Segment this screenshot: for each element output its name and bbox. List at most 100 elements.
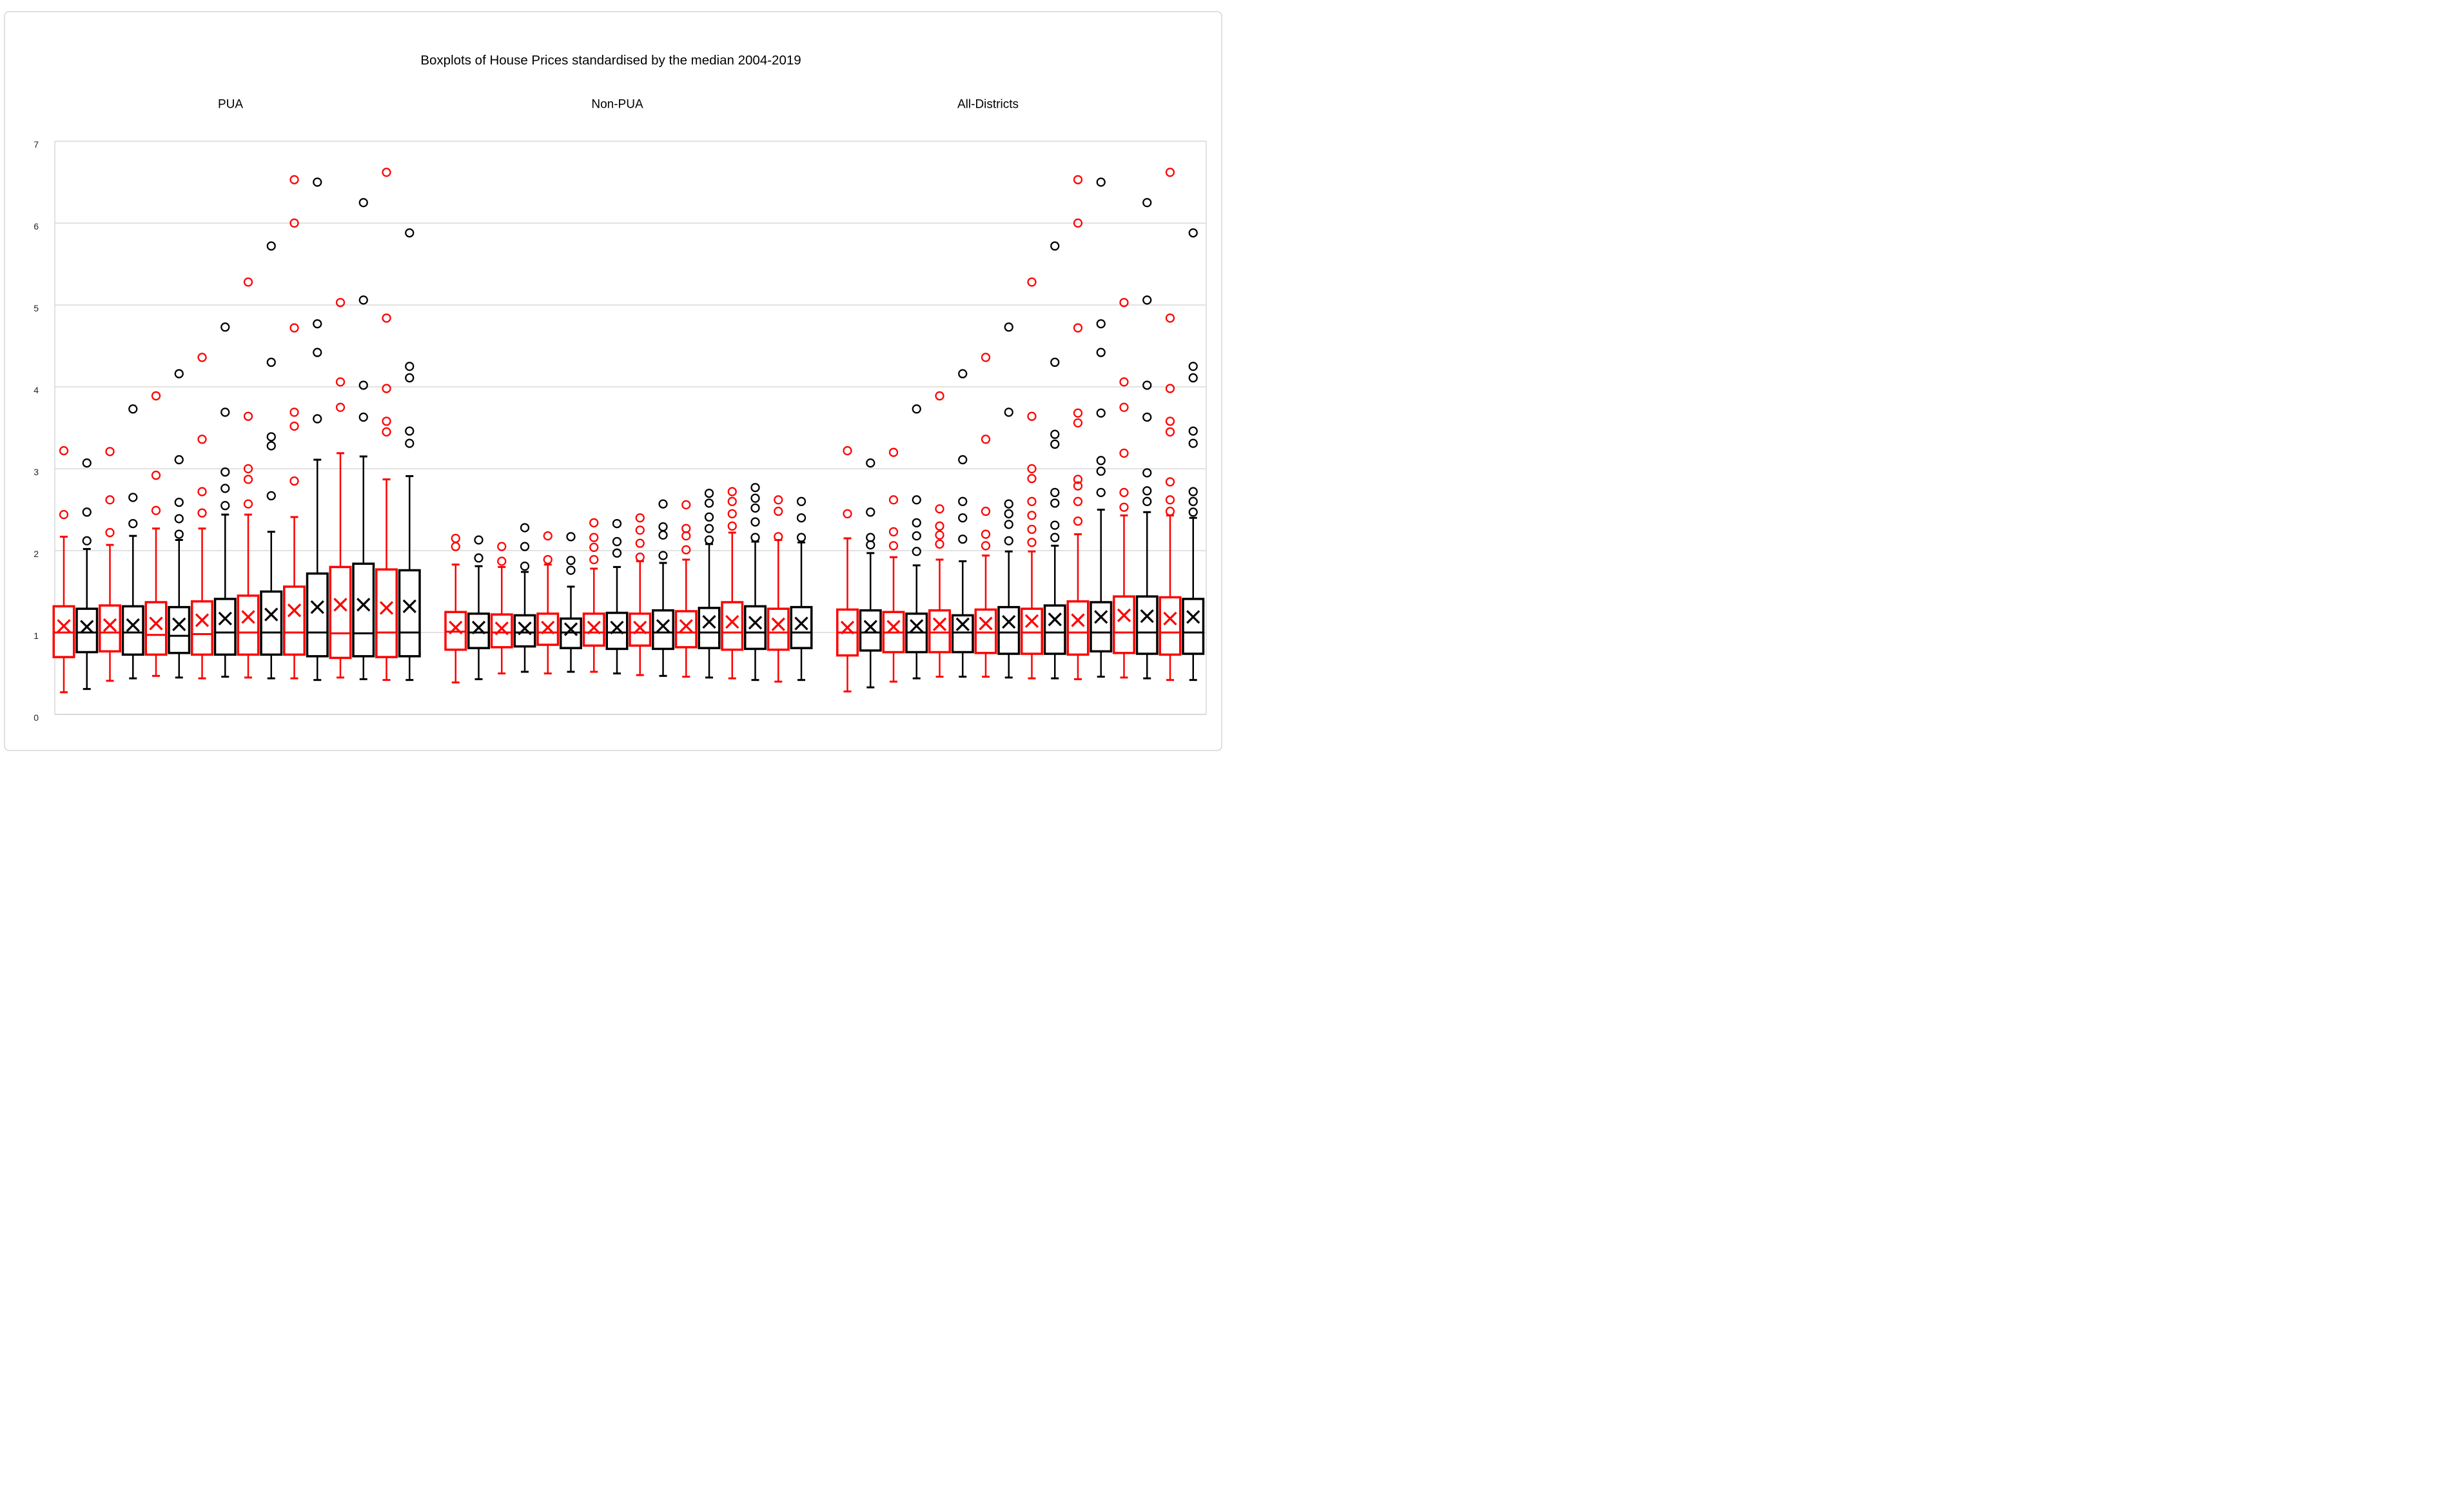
outlier-point <box>197 435 207 444</box>
outlier-point <box>704 524 714 533</box>
outlier-point <box>1165 495 1175 505</box>
outlier-point <box>1142 198 1152 208</box>
boxplot-pua-2016 <box>329 298 352 679</box>
boxplot-all-districts-2019 <box>1182 228 1205 681</box>
mean-marker <box>910 619 924 633</box>
outlier-point <box>1050 533 1060 542</box>
boxplot-all-districts-2012 <box>1021 277 1043 680</box>
outlier-point <box>981 541 991 551</box>
outlier-point <box>1050 487 1060 497</box>
outlier-point <box>243 464 253 474</box>
outlier-point <box>405 438 415 448</box>
outlier-point <box>313 348 322 357</box>
outlier-point <box>405 373 415 383</box>
outlier-point <box>82 507 92 517</box>
boxplot-non-pua-2018 <box>767 495 790 683</box>
outlier-point <box>750 483 760 493</box>
outlier-point <box>796 496 807 506</box>
mean-marker <box>541 620 555 635</box>
outlier-point <box>1004 520 1013 529</box>
outlier-point <box>313 319 322 329</box>
mean-marker <box>1117 608 1131 622</box>
outlier-point <box>1096 177 1106 187</box>
outlier-point <box>866 458 875 468</box>
outlier-point <box>912 531 921 541</box>
outlier-point <box>1050 241 1060 251</box>
mean-marker <box>402 599 416 614</box>
iqr-box <box>674 610 698 649</box>
outlier-point <box>1073 418 1083 428</box>
outlier-point <box>474 535 484 545</box>
outlier-point <box>958 496 968 506</box>
outlier-point <box>612 518 622 529</box>
outlier-point <box>497 542 507 551</box>
boxplot-all-districts-2015 <box>1090 177 1113 678</box>
outlier-point <box>635 553 645 562</box>
boxplot-non-pua-2004 <box>444 533 467 683</box>
mean-marker <box>357 598 371 612</box>
outlier-point <box>59 509 69 520</box>
iqr-box <box>1135 595 1159 655</box>
outlier-point <box>289 407 299 417</box>
outlier-point <box>451 533 460 544</box>
y-tick-label-3: 3 <box>34 467 39 477</box>
iqr-box <box>1043 604 1066 655</box>
boxplot-all-districts-2017 <box>1135 198 1159 680</box>
boxplot-pua-2014 <box>283 175 306 680</box>
mean-marker <box>333 598 347 612</box>
chart-title: Boxplots of House Prices standardised by… <box>420 53 801 68</box>
y-tick-label-6: 6 <box>34 221 39 231</box>
mean-marker <box>1186 610 1200 624</box>
mean-marker <box>955 617 970 631</box>
outlier-point <box>1188 373 1198 383</box>
iqr-box <box>744 605 767 651</box>
mean-marker <box>1002 614 1016 629</box>
outlier-point <box>1188 362 1198 371</box>
outlier-point <box>82 536 92 545</box>
outlier-point <box>151 391 161 401</box>
outlier-point <box>704 535 714 545</box>
boxplot-chart: 0 1 2 3 4 5 6 7 Boxplots of House Prices standa… <box>4 11 1222 751</box>
outlier-point <box>243 499 253 509</box>
iqr-box <box>790 605 813 649</box>
mean-marker <box>471 620 486 635</box>
iqr-box <box>1066 600 1090 656</box>
mean-marker <box>218 611 232 626</box>
outlier-point <box>335 377 346 387</box>
outlier-point <box>566 532 576 542</box>
boxplot-pua-2019 <box>398 228 421 681</box>
outlier-point <box>1050 498 1060 508</box>
iqr-box <box>329 565 352 660</box>
mean-marker <box>1048 613 1062 627</box>
mean-marker <box>103 618 117 632</box>
outlier-point <box>681 524 691 533</box>
boxplot-all-districts-2011 <box>997 322 1021 679</box>
mean-marker <box>195 613 210 627</box>
outlier-point <box>266 491 276 501</box>
outlier-point <box>382 427 391 436</box>
outlier-point <box>1050 439 1060 449</box>
iqr-box <box>536 613 560 646</box>
mean-marker <box>287 603 302 618</box>
boxplot-pua-2009 <box>168 369 191 679</box>
outlier-point <box>727 496 737 506</box>
outlier-point <box>774 506 783 516</box>
iqr-box <box>306 572 329 658</box>
outlier-point <box>796 533 807 542</box>
y-tick-label-0: 0 <box>34 712 39 723</box>
iqr-box <box>168 605 191 654</box>
mean-marker <box>979 616 993 631</box>
boxplot-pua-2011 <box>213 322 237 678</box>
outlier-point <box>1004 322 1013 332</box>
outlier-point <box>1027 511 1037 520</box>
boxplot-all-districts-2009 <box>951 369 974 678</box>
mean-marker <box>656 619 670 633</box>
outlier-point <box>912 495 921 505</box>
outlier-point <box>612 536 622 547</box>
iqr-box <box>75 607 99 654</box>
mean-marker <box>840 620 855 635</box>
iqr-box <box>652 609 674 651</box>
outlier-point <box>220 484 230 493</box>
outlier-point <box>888 447 899 457</box>
outlier-point <box>151 471 161 480</box>
